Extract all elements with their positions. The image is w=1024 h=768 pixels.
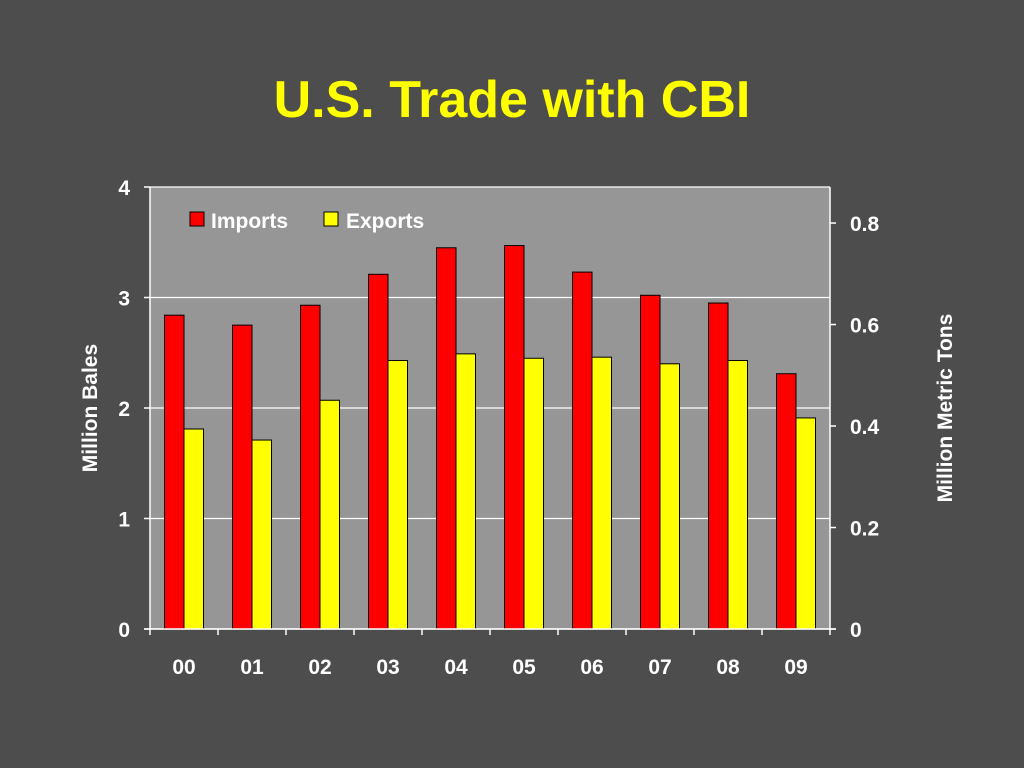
y-tick-label-right: 0 [850, 619, 862, 642]
bar-imports-03 [368, 273, 389, 630]
y-tick-label-right: 0.2 [850, 518, 879, 541]
bar-exports-01 [251, 439, 272, 630]
x-tick-label: 02 [308, 656, 331, 679]
y-tick-label-left: 0 [118, 619, 130, 642]
y-tick-label-left: 4 [118, 177, 130, 200]
bar-imports-02 [300, 304, 321, 630]
y-axis-title-left: Million Bales [79, 344, 102, 472]
bar-exports-05 [523, 357, 544, 630]
y-tick-label-right: 0.4 [850, 416, 880, 439]
x-tick-label: 09 [784, 656, 807, 679]
bar-exports-03 [387, 359, 408, 630]
y-tick-label-left: 2 [118, 398, 130, 421]
x-tick-label: 03 [376, 656, 399, 679]
bar-imports-09 [776, 373, 797, 630]
y-axis-title-right: Million Metric Tons [934, 314, 957, 503]
x-tick-label: 08 [716, 656, 740, 679]
x-tick-label: 01 [240, 656, 264, 679]
legend-label-exports: Exports [346, 210, 424, 233]
bar-imports-07 [640, 294, 661, 630]
bar-imports-08 [708, 302, 729, 630]
bar-exports-09 [795, 417, 816, 630]
legend-swatch-exports [323, 211, 339, 227]
y-tick-label-right: 0.6 [850, 315, 879, 338]
bar-imports-05 [504, 245, 525, 630]
x-tick-label: 06 [580, 656, 603, 679]
bar-exports-08 [727, 359, 748, 630]
bar-exports-00 [183, 428, 204, 630]
slide-title: U.S. Trade with CBI [273, 71, 751, 129]
bar-exports-04 [455, 353, 476, 630]
bar-exports-07 [659, 363, 680, 630]
x-tick-label: 00 [172, 656, 195, 679]
bar-imports-06 [572, 271, 593, 630]
bar-imports-01 [232, 324, 253, 630]
legend-swatch-imports [189, 211, 205, 227]
x-tick-label: 04 [444, 656, 468, 679]
legend-label-imports: Imports [211, 210, 288, 233]
bar-exports-02 [319, 399, 340, 630]
bar-exports-06 [591, 356, 612, 630]
y-tick-label-left: 1 [118, 509, 130, 532]
y-tick-label-right: 0.8 [850, 213, 880, 236]
y-tick-label-left: 3 [118, 288, 130, 311]
bar-imports-04 [436, 247, 457, 630]
bar-imports-00 [164, 314, 185, 630]
x-tick-label: 07 [648, 656, 671, 679]
x-tick-label: 05 [512, 656, 536, 679]
